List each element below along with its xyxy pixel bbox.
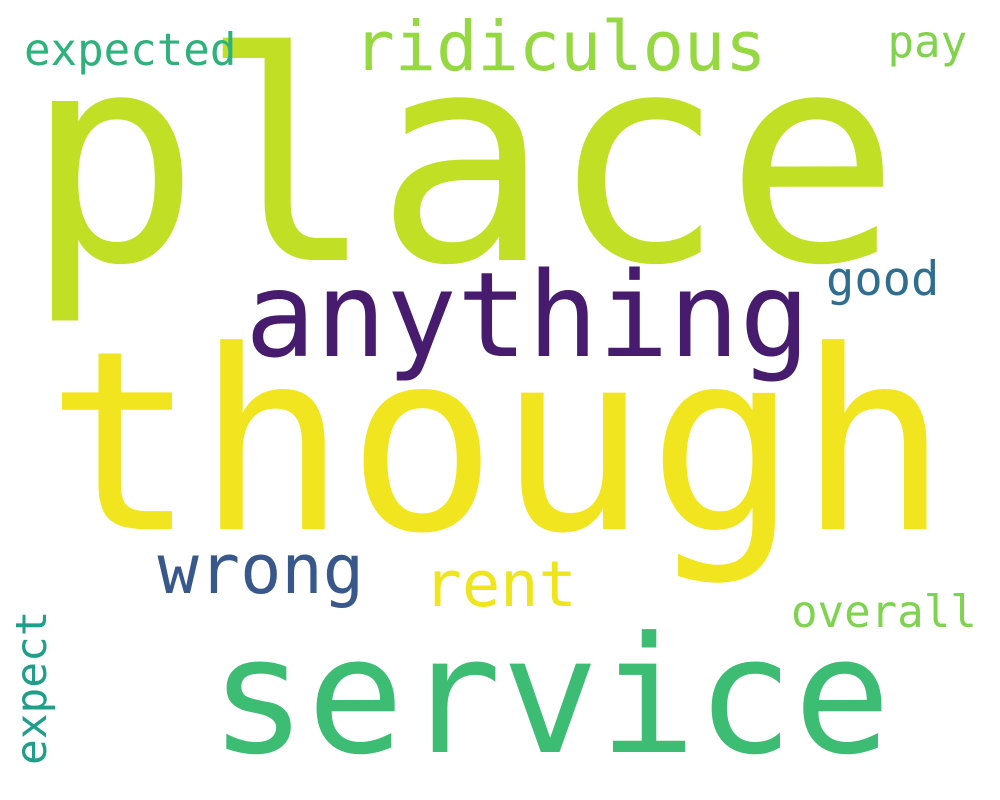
- word-anything: anything: [245, 246, 810, 384]
- word-expected: expected: [24, 24, 237, 76]
- word-service: service: [209, 602, 891, 791]
- word-though: though: [46, 296, 949, 588]
- word-ridiculous: ridiculous: [353, 6, 767, 87]
- word-good: good: [826, 251, 940, 307]
- word-overall: overall: [791, 586, 977, 638]
- word-rent: rent: [423, 547, 577, 622]
- word-expect: expect: [7, 610, 57, 765]
- word-wrong: wrong: [157, 529, 365, 610]
- word-pay: pay: [887, 16, 968, 68]
- word-place: place: [25, 0, 901, 329]
